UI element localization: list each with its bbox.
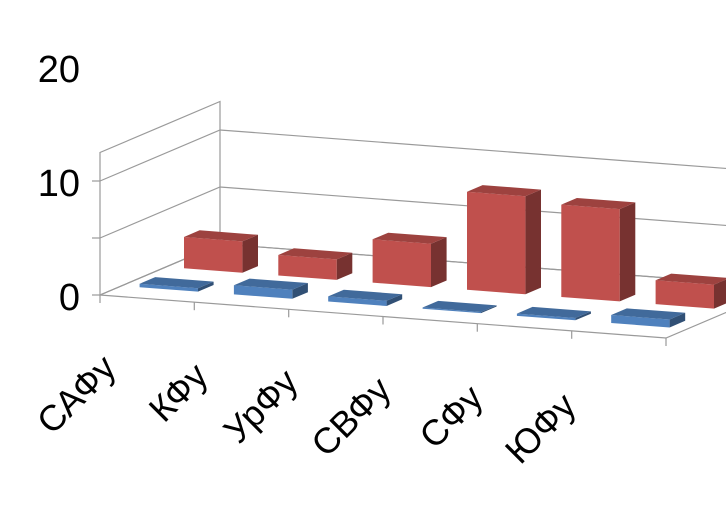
bar-side — [431, 237, 447, 288]
bar-top — [233, 278, 308, 290]
x-category-label: ЮФу — [497, 385, 584, 472]
bar-front — [184, 237, 243, 273]
bar-side — [714, 279, 726, 309]
bar-top — [611, 308, 686, 320]
bar-front — [233, 285, 293, 299]
x-category-label: СВФу — [303, 369, 399, 465]
bars — [139, 185, 726, 328]
bar — [328, 289, 403, 306]
x-axis-categories: САФу КФу УрФу СВФу СФу ЮФу — [29, 347, 584, 472]
x-category-label: САФу — [29, 347, 124, 442]
bar-top — [561, 198, 636, 210]
bar-front — [328, 296, 387, 306]
bar-top — [372, 232, 447, 244]
bar — [561, 198, 636, 302]
bar-top — [655, 273, 726, 285]
bar-side — [292, 283, 308, 299]
x-category-label: КФу — [141, 355, 216, 430]
y-axis-ticks: 0 10 20 — [38, 49, 80, 319]
bar-side — [481, 305, 497, 314]
bar-side — [669, 312, 686, 328]
bar-top — [516, 306, 591, 318]
bar-front — [516, 313, 576, 321]
bar — [278, 248, 353, 280]
x-category-label: СФу — [411, 377, 490, 456]
bar-top — [328, 289, 403, 301]
bar-front — [611, 315, 670, 328]
y-tick-label: 10 — [38, 163, 80, 205]
bar-front — [278, 255, 337, 280]
bar-front — [422, 307, 481, 314]
bar-top — [278, 248, 353, 260]
bar — [422, 300, 497, 314]
bar-top — [184, 230, 258, 242]
y-tick-label: 20 — [38, 49, 80, 91]
bar-top — [467, 185, 541, 197]
bar-side — [336, 252, 353, 280]
y-tick-label: 0 — [59, 277, 80, 319]
bar — [655, 273, 726, 309]
bar — [611, 308, 686, 328]
bar-front — [139, 283, 198, 292]
bar-side — [575, 311, 591, 321]
bar-front — [372, 239, 431, 288]
bar — [516, 306, 591, 321]
bar-top — [139, 277, 214, 289]
bar-top — [422, 300, 497, 312]
bar-side — [242, 234, 258, 273]
gridline — [99, 129, 726, 182]
bar — [467, 185, 541, 295]
bar-side — [386, 294, 403, 306]
bar-front — [655, 280, 714, 309]
bar — [233, 278, 308, 299]
bar-front — [467, 191, 526, 295]
bar-side — [198, 281, 214, 292]
bar-side — [619, 202, 636, 302]
x-category-label: УрФу — [215, 361, 305, 451]
bar — [139, 277, 214, 292]
bar — [372, 232, 447, 288]
bar-front — [561, 204, 620, 302]
bar — [184, 230, 258, 273]
bar-side — [525, 189, 541, 295]
